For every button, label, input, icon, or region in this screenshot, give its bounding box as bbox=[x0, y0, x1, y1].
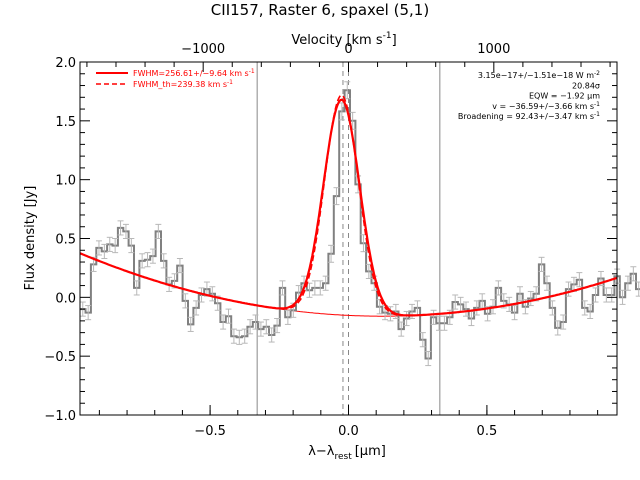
top-tick-label: 0 bbox=[344, 42, 352, 57]
x-axis-title: λ−λ bbox=[308, 444, 335, 459]
y-tick-label: 1.0 bbox=[55, 174, 76, 189]
y-tick-label: 1.5 bbox=[55, 115, 76, 130]
top-axis-label: Velocity [km s-1] bbox=[291, 31, 396, 48]
svg-text:Velocity [km s-1]: Velocity [km s-1] bbox=[291, 31, 396, 48]
gaussian-fit bbox=[79, 94, 618, 317]
x-tick-label: −0.5 bbox=[194, 424, 226, 439]
y-axis-label: Flux density [Jy] bbox=[23, 186, 38, 291]
svg-text:λ−λrest[μm]: λ−λrest [μm] bbox=[308, 444, 386, 462]
y-tick-label: 0.5 bbox=[55, 233, 76, 248]
x-tick-label: 0.0 bbox=[338, 424, 359, 439]
chart-title: CII157, Raster 6, spaxel (5,1) bbox=[211, 1, 429, 19]
annotation-text: EQW = −1.92 μm bbox=[529, 92, 600, 101]
legend-label: FWHM_th=239.38 km s-1 bbox=[133, 79, 233, 89]
top-axis-title: Velocity [km s bbox=[291, 33, 383, 48]
top-axis-close: ] bbox=[392, 33, 397, 48]
annotation-text: 3.15e−17+/−1.51e−18 W m-2 bbox=[478, 70, 600, 80]
y-tick-label: 0.0 bbox=[55, 291, 76, 306]
x-axis-label: λ−λrest [μm] bbox=[308, 444, 386, 462]
x-axis-unit: [μm] bbox=[355, 444, 386, 459]
axes: −0.5 0.0 0.5 −1000 0 1000 −1.0 −0.5 0.0 0.5 1.0 1.5… bbox=[44, 42, 618, 439]
top-tick-label: 1000 bbox=[477, 42, 510, 57]
fit-annotations: 3.15e−17+/−1.51e−18 W m-220.84σ EQW = −1.… bbox=[458, 70, 600, 121]
thermal-fit-curve bbox=[272, 94, 411, 317]
annotation-text: Broadening = 92.43+/−3.47 km s-1 bbox=[458, 111, 600, 121]
legend: FWHM=256.61+/−9.64 km s-1FWHM_th=239.38 … bbox=[96, 68, 255, 89]
top-axis-sup: -1 bbox=[383, 31, 392, 41]
x-axis-subscript: rest bbox=[334, 452, 352, 462]
annotation-text: v = −36.59+/−3.66 km s-1 bbox=[492, 101, 600, 111]
top-tick-label: −1000 bbox=[181, 42, 225, 57]
y-tick-label: 2.0 bbox=[55, 56, 76, 71]
legend-label: FWHM=256.61+/−9.64 km s-1 bbox=[133, 68, 255, 78]
spectrum-steps bbox=[80, 89, 640, 360]
x-tick-label: 0.5 bbox=[477, 424, 498, 439]
y-tick-label: −1.0 bbox=[44, 409, 76, 424]
y-tick-label: −0.5 bbox=[44, 350, 76, 365]
spectrum-data bbox=[79, 81, 640, 367]
annotation-text: 20.84σ bbox=[572, 81, 600, 90]
